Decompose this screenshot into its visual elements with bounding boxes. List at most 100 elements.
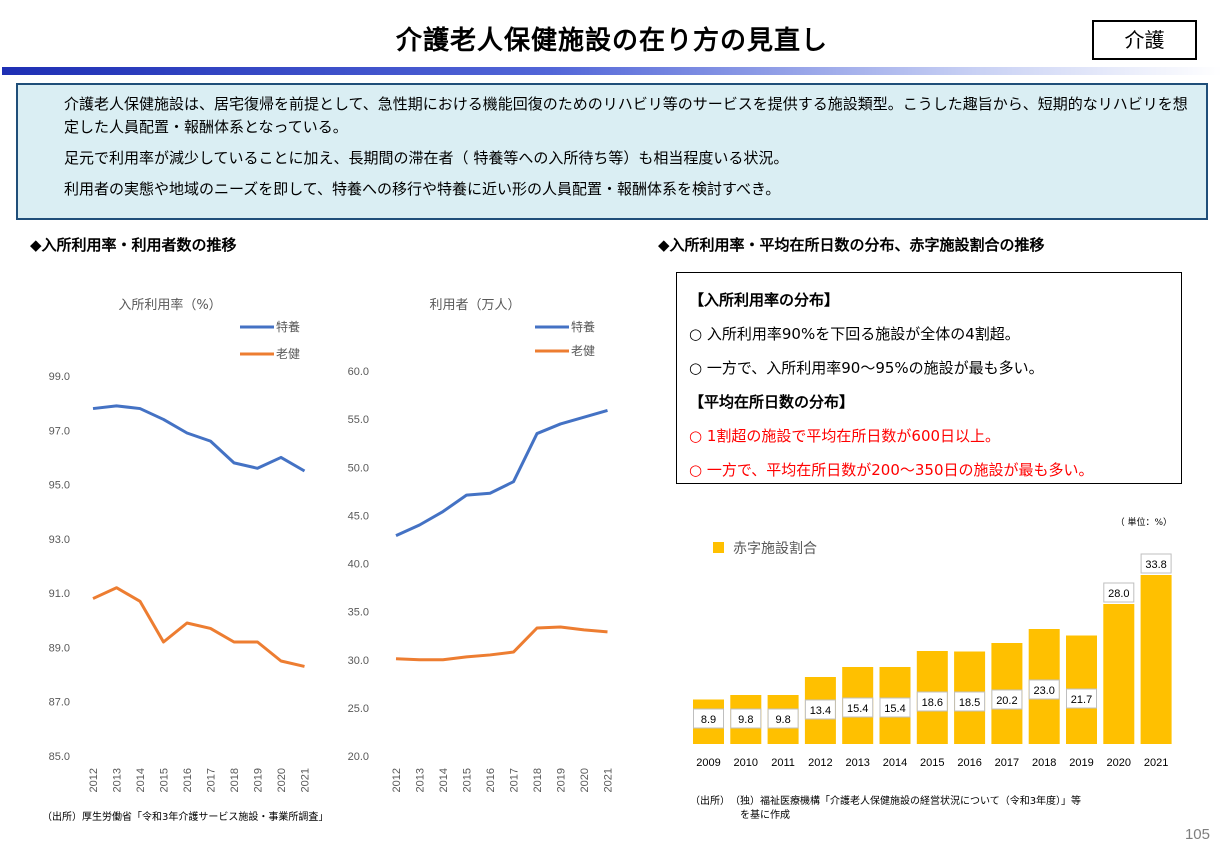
right-source-note-1: （出所） （独）福祉医療機構「介護老人保健施設の経営状況について（令和3年度）」… bbox=[690, 796, 1082, 807]
deficit-bar-label: 15.4 bbox=[847, 703, 868, 715]
note-line-1: 【入所利用率の分布】 bbox=[689, 291, 840, 309]
deficit-bar-label: 18.6 bbox=[922, 697, 943, 709]
deficit-bar-label: 15.4 bbox=[884, 703, 905, 715]
chart2-xtick: 2013 bbox=[415, 768, 427, 792]
chart1-legend-roken: 老健 bbox=[276, 347, 300, 361]
deficit-bar-year: 2016 bbox=[957, 757, 981, 769]
note-line-3: ○ 一方で、入所利用率90～95%の施設が最も多い。 bbox=[689, 359, 1044, 377]
chart2-ytick: 20.0 bbox=[348, 751, 369, 763]
page-number: 105 bbox=[1184, 826, 1210, 843]
chart2-ytick: 35.0 bbox=[348, 607, 369, 619]
summary-bullet-3: 利用者の実態や地域のニーズを即して、特養への移行や特養に近い形の人員配置・報酬体… bbox=[28, 178, 1196, 201]
deficit-bar-label-box bbox=[767, 708, 799, 729]
deficit-bar-label: 9.8 bbox=[775, 714, 790, 726]
chart2-ytick: 30.0 bbox=[348, 655, 369, 667]
deficit-bar-year: 2021 bbox=[1144, 757, 1168, 769]
right-source-note-2: を基に作成 bbox=[740, 810, 790, 821]
left-section-heading: ◆入所利用率・利用者数の推移 bbox=[30, 236, 237, 254]
deficit-bar-label: 13.4 bbox=[810, 705, 831, 717]
chart1-xtick: 2018 bbox=[229, 768, 241, 792]
deficit-bar-label: 18.5 bbox=[959, 697, 980, 709]
deficit-bar-label: 21.7 bbox=[1071, 694, 1092, 706]
bar-legend-swatch bbox=[713, 542, 724, 553]
chart2-legend-tokuyo: 特養 bbox=[571, 319, 595, 334]
deficit-bar-year: 2017 bbox=[995, 757, 1019, 769]
deficit-bar-label-box bbox=[730, 708, 762, 729]
chart2-ytick: 25.0 bbox=[348, 703, 369, 715]
summary-text-3: 利用者の実態や地域のニーズを即して、特養への移行や特養に近い形の人員配置・報酬体… bbox=[64, 180, 781, 198]
deficit-bar bbox=[1103, 604, 1135, 744]
chart2-line-tokuyo bbox=[395, 409, 608, 537]
deficit-bar-year: 2013 bbox=[845, 757, 869, 769]
chart1-ytick: 99.0 bbox=[49, 371, 70, 383]
deficit-bar-label: 8.9 bbox=[701, 714, 716, 726]
chart1-ytick: 85.0 bbox=[49, 751, 70, 763]
deficit-bar-year: 2015 bbox=[920, 757, 944, 769]
deficit-bar-label: 28.0 bbox=[1108, 588, 1129, 600]
chart1-xtick: 2012 bbox=[88, 768, 100, 792]
chart1-xtick: 2017 bbox=[206, 768, 218, 792]
chart1-line-roken bbox=[92, 586, 305, 668]
summary-box: 介護老人保健施設は、居宅復帰を前提として、急性期における機能回復のためのリハビリ… bbox=[16, 83, 1208, 220]
chart2-xtick: 2015 bbox=[462, 768, 474, 792]
chart1-legend-tokuyo: 特養 bbox=[276, 319, 300, 334]
chart2-line-roken bbox=[395, 625, 608, 662]
deficit-bar-label-box bbox=[1028, 679, 1060, 700]
deficit-bar-label: 23.0 bbox=[1033, 685, 1054, 697]
chart2-ytick: 60.0 bbox=[348, 366, 369, 378]
chart1-ytick: 93.0 bbox=[49, 534, 70, 546]
deficit-bar-label-box bbox=[879, 697, 911, 718]
deficit-bar-year: 2010 bbox=[734, 757, 758, 769]
deficit-bar bbox=[1140, 575, 1172, 744]
line-charts-svg: 入所利用率（%） 特養 老健 85.0 87.0 89.0 91.0 93.0 95.0 9… bbox=[49, 297, 615, 792]
chart1-ytick: 95.0 bbox=[49, 480, 70, 492]
summary-text-2: 足元で利用率が減少していることに加え、長期間の滞在者（ 特養等への入所待ち等）も… bbox=[64, 149, 789, 167]
chart2-xtick: 2020 bbox=[579, 768, 591, 792]
deficit-bar-label-box bbox=[1140, 553, 1172, 574]
chart1-ytick: 91.0 bbox=[49, 588, 70, 600]
deficit-bar-year: 2014 bbox=[883, 757, 907, 769]
deficit-bar-label-box bbox=[804, 699, 836, 720]
chart2-ytick: 40.0 bbox=[348, 559, 369, 571]
deficit-bar-label-box bbox=[1066, 688, 1097, 709]
chart2-xtick: 2012 bbox=[391, 768, 403, 792]
deficit-bar-label-box bbox=[842, 697, 874, 718]
chart1-ytick: 97.0 bbox=[49, 425, 70, 437]
summary-text-1: 介護老人保健施設は、居宅復帰を前提として、急性期における機能回復のためのリハビリ… bbox=[64, 95, 1188, 136]
bar-unit-label: （ 単位：%） bbox=[1116, 516, 1172, 528]
deficit-bar-year: 2009 bbox=[696, 757, 720, 769]
deficit-bar-year: 2018 bbox=[1032, 757, 1056, 769]
left-source-note: （出所）厚生労働省「令和3年介護サービス施設・事業所調査」 bbox=[42, 812, 329, 823]
deficit-bar-year: 2012 bbox=[808, 757, 832, 769]
deficit-bar-year: 2020 bbox=[1107, 757, 1131, 769]
note-line-5: ○ 1割超の施設で平均在所日数が600日以上。 bbox=[689, 427, 1001, 445]
deficit-bar-year: 2019 bbox=[1069, 757, 1093, 769]
chart2-xtick: 2016 bbox=[485, 768, 497, 792]
chart1-xtick: 2021 bbox=[300, 768, 312, 792]
chart1-line-tokuyo bbox=[92, 404, 306, 473]
chart2-legend-roken: 老健 bbox=[571, 344, 595, 358]
title-underline bbox=[2, 67, 1222, 75]
chart2-ytick: 45.0 bbox=[348, 510, 369, 522]
chart1-xtick: 2013 bbox=[112, 768, 124, 792]
chart2-xtick: 2017 bbox=[509, 768, 521, 792]
page-title: 介護老人保健施設の在り方の見直し bbox=[395, 26, 828, 56]
chart1-xtick: 2019 bbox=[253, 768, 265, 792]
deficit-bar-label-box bbox=[954, 691, 986, 712]
chart1-xtick: 2015 bbox=[159, 768, 171, 792]
distribution-note-box: 【入所利用率の分布】 ○ 入所利用率90%を下回る施設が全体の4割超。 ○ 一方… bbox=[676, 272, 1182, 484]
chart1-ytick: 89.0 bbox=[49, 642, 70, 654]
chart2-xtick: 2021 bbox=[603, 768, 615, 792]
deficit-bar-label-box bbox=[916, 691, 948, 712]
deficit-bar-label-box bbox=[693, 708, 724, 729]
deficit-bar-label: 33.8 bbox=[1145, 559, 1166, 571]
deficit-bar-label: 20.2 bbox=[996, 695, 1017, 707]
bar-legend-label: 赤字施設割合 bbox=[733, 540, 817, 557]
chart1-ytick: 87.0 bbox=[49, 697, 70, 709]
chart2-xtick: 2018 bbox=[532, 768, 544, 792]
summary-bullet-2: 足元で利用率が減少していることに加え、長期間の滞在者（ 特養等への入所待ち等）も… bbox=[28, 147, 1196, 170]
category-tag: 介護 bbox=[1092, 20, 1197, 60]
chart2-xtick: 2014 bbox=[438, 768, 450, 792]
deficit-bar-chart-svg: （ 単位：%） 赤字施設割合 8.9 2009 9.8 2010 9.8 2011 13.4… bbox=[693, 516, 1172, 769]
note-line-4: 【平均在所日数の分布】 bbox=[689, 393, 855, 411]
